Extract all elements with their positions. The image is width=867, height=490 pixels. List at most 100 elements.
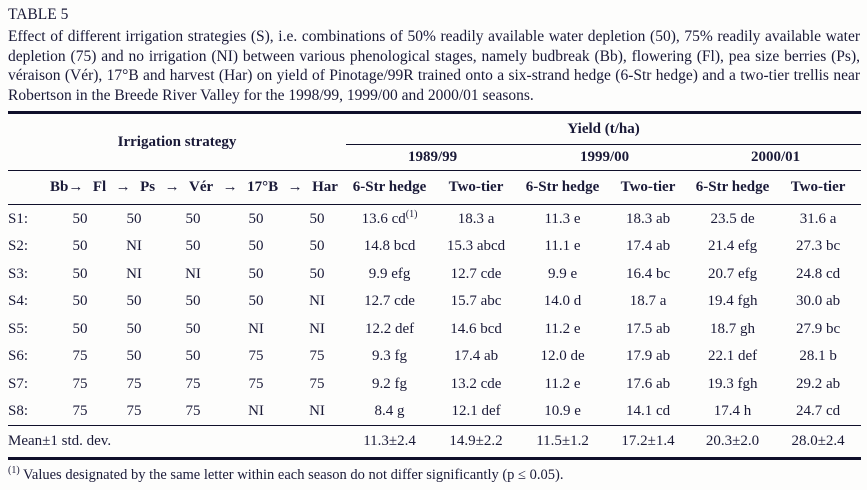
stage-value: NI xyxy=(126,265,142,282)
yield-value: 18.3 ab xyxy=(625,210,671,227)
yield-value: 22.1 def xyxy=(707,348,758,365)
yield-value: 27.3 bc xyxy=(795,238,841,255)
strategy-row-s5: S5: 50 50 50 NI NI 12.2 def 14.6 bcd 11.… xyxy=(8,315,861,343)
stage-value: 50 xyxy=(185,238,201,255)
yield-value: 12.7 cde xyxy=(364,293,415,310)
yield-value: 14.6 bcd xyxy=(450,320,502,337)
yield-value: 31.6 a xyxy=(799,210,837,227)
yield-value: 9.2 fg xyxy=(372,375,408,392)
stage-value: 75 xyxy=(309,375,325,392)
strategy-row-s7: S7: 75 75 75 75 75 9.2 fg 13.2 cde 11.2 … xyxy=(8,370,861,398)
yield-value: 11.1 e xyxy=(544,238,581,255)
yield-value: 28.1 b xyxy=(799,348,837,365)
stage-value: 50 xyxy=(309,238,325,255)
footnote-marker: (1) xyxy=(405,208,418,220)
stage-value: 75 xyxy=(72,403,88,420)
yield-value: 13.2 cde xyxy=(450,375,502,392)
stage-value: 50 xyxy=(126,210,142,227)
yield-value: 17.4 h xyxy=(713,403,752,420)
table-title: TABLE 5 xyxy=(8,6,69,23)
yield-value: 11.2 e xyxy=(544,375,581,392)
irrigation-strategy-header: Irrigation strategy xyxy=(8,112,347,172)
stage-value: 50 xyxy=(72,210,88,227)
stage-value: 50 xyxy=(185,293,201,310)
yield-value: 17.5 ab xyxy=(625,320,671,337)
mean-value: 17.2±1.4 xyxy=(606,425,691,461)
yield-value: 9.9 efg xyxy=(368,265,411,282)
trellis-header: Two-tier xyxy=(775,170,862,206)
strategy-label: S7: xyxy=(8,375,29,392)
yield-value: 12.7 cde xyxy=(450,265,502,282)
mean-value: 11.3±2.4 xyxy=(346,425,434,461)
stage-sequence: Bb→ Fl → Ps → Vér → 17°B → Har xyxy=(8,179,346,196)
yield-value: 17.6 ab xyxy=(625,375,671,392)
stage-value: 75 xyxy=(185,375,201,392)
strategy-row-s8: S8: 75 75 75 NI NI 8.4 g 12.1 def 10.9 e… xyxy=(8,398,861,426)
yield-value: 19.4 fgh xyxy=(707,293,758,310)
stage-fl: Fl xyxy=(92,179,107,196)
stage-value: 75 xyxy=(185,403,201,420)
stage-value: 75 xyxy=(72,348,88,365)
mean-value: 28.0±2.4 xyxy=(775,425,862,461)
yield-value: 14.0 d xyxy=(543,293,582,310)
yield-value: 17.4 ab xyxy=(453,348,499,365)
season-header-2000-01: 2000/01 xyxy=(690,144,862,172)
strategy-label: S2: xyxy=(8,238,29,255)
yield-value: 18.7 a xyxy=(629,293,667,310)
yield-value: 17.9 ab xyxy=(625,348,671,365)
stage-value: 50 xyxy=(309,265,325,282)
strategy-row-s1: S1: 50 50 50 50 50 13.6 cd(1) 18.3 a 11.… xyxy=(8,205,861,233)
strategy-label: S8: xyxy=(8,403,29,420)
yield-value: 10.9 e xyxy=(544,403,581,420)
stage-value: 50 xyxy=(309,210,325,227)
yield-value: 12.1 def xyxy=(451,403,501,420)
yield-value: 17.4 ab xyxy=(625,238,671,255)
yield-value: 24.8 cd xyxy=(795,265,841,282)
strategy-row-s3: S3: 50 NI NI 50 50 9.9 efg 12.7 cde 9.9 … xyxy=(8,260,861,288)
stage-value: 50 xyxy=(185,348,201,365)
stage-value: 50 xyxy=(126,293,142,310)
stage-value: 50 xyxy=(72,265,88,282)
mean-value: 14.9±2.2 xyxy=(433,425,520,461)
stage-ver: Vér xyxy=(189,179,214,196)
yield-value: 16.4 bc xyxy=(625,265,671,282)
stage-value: 75 xyxy=(72,375,88,392)
yield-value-text: 13.6 cd xyxy=(361,210,406,227)
stage-value: NI xyxy=(309,293,325,310)
trellis-header: 6-Str hedge xyxy=(690,170,776,206)
strategy-label: S1: xyxy=(8,210,29,227)
strategy-label: S4: xyxy=(8,293,29,310)
strategy-row-s2: S2: 50 NI 50 50 50 14.8 bcd 15.3 abcd 11… xyxy=(8,233,861,261)
stage-value: 50 xyxy=(126,320,142,337)
arrow-icon: → xyxy=(115,179,131,196)
stage-har: Har xyxy=(312,179,338,196)
yield-value: 11.2 e xyxy=(544,320,581,337)
stage-value: NI xyxy=(248,403,264,420)
yield-value: 21.4 efg xyxy=(707,238,758,255)
mean-label: Mean±1 std. dev. xyxy=(8,425,347,461)
stage-ps: Ps xyxy=(140,179,156,196)
stage-value: NI xyxy=(185,265,201,282)
yield-value: 23.5 de xyxy=(710,210,755,227)
stage-value: NI xyxy=(309,320,325,337)
yield-value: 15.3 abcd xyxy=(446,238,506,255)
yield-value: 9.9 e xyxy=(547,265,578,282)
strategy-row-s4: S4: 50 50 50 50 NI 12.7 cde 15.7 abc 14.… xyxy=(8,288,861,316)
yield-value: 30.0 ab xyxy=(795,293,841,310)
mean-value: 20.3±2.0 xyxy=(690,425,776,461)
stage-value: 75 xyxy=(126,375,142,392)
yield-value: 12.2 def xyxy=(364,320,415,337)
stage-value: 50 xyxy=(248,265,264,282)
stage-value: 50 xyxy=(72,238,88,255)
yield-header: Yield (t/ha) xyxy=(346,112,862,146)
header-row-columns: Bb→ Fl → Ps → Vér → 17°B → Har 6-Str hed… xyxy=(8,170,862,206)
stage-value: 50 xyxy=(72,320,88,337)
trellis-header: 6-Str hedge xyxy=(346,170,434,206)
stage-value: 50 xyxy=(185,320,201,337)
season-header-1989-99: 1989/99 xyxy=(346,144,520,172)
trellis-header: 6-Str hedge xyxy=(519,170,607,206)
stage-value: 75 xyxy=(309,348,325,365)
trellis-header: Two-tier xyxy=(606,170,691,206)
stage-17b: 17°B xyxy=(247,179,279,196)
stage-value: 50 xyxy=(126,348,142,365)
